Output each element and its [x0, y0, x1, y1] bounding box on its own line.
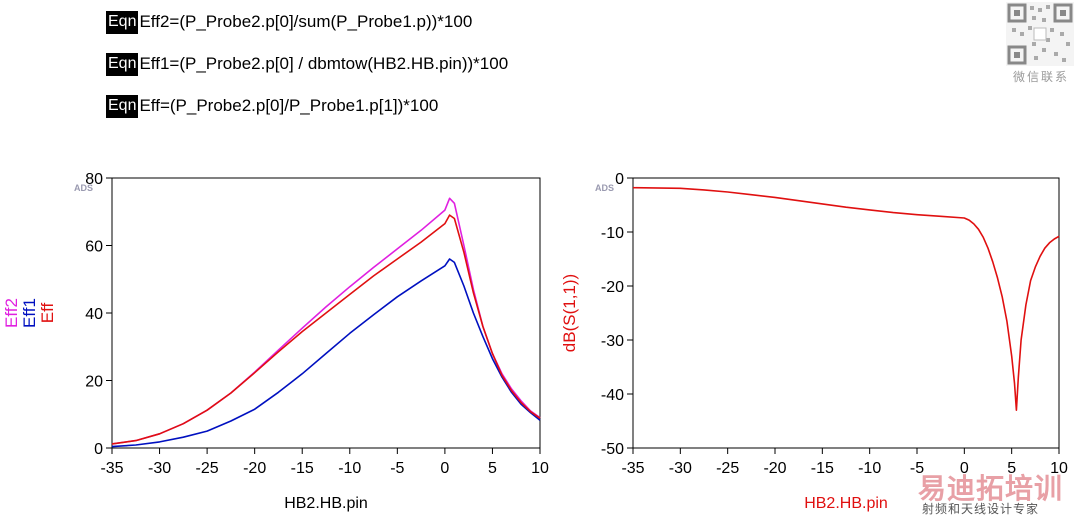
equation-text[interactable]: Eff=(P_Probe2.p[0]/P_Probe1.p[1])*100 — [139, 96, 439, 115]
x-tick-label: -10 — [858, 460, 881, 477]
x-tick-label: -35 — [621, 460, 644, 477]
x-tick-label: -5 — [910, 460, 924, 477]
y-tick-label: -30 — [601, 333, 624, 350]
x-tick-label: -20 — [763, 460, 786, 477]
x-tick-label: -15 — [811, 460, 834, 477]
x-tick-label: -25 — [196, 460, 219, 477]
qr-code-icon — [1006, 2, 1074, 66]
y-tick-label: 0 — [615, 171, 624, 188]
equation-row-eff: Eqn Eff=(P_Probe2.p[0]/P_Probe1.p[1])*10… — [106, 94, 438, 118]
y-tick-label: 40 — [85, 306, 103, 323]
x-tick-label: 10 — [531, 460, 549, 477]
y-tick-label: -50 — [601, 441, 624, 458]
x-tick-label: -10 — [338, 460, 361, 477]
y-tick-label: 80 — [85, 171, 103, 188]
y-tick-label: -20 — [601, 279, 624, 296]
y-tick-label: -10 — [601, 225, 624, 242]
series-line-eff1 — [111, 258, 541, 448]
y-tick-label: 20 — [85, 374, 103, 391]
y-tick-label: -40 — [601, 387, 624, 404]
legend-label-eff2: Eff2 — [2, 298, 21, 328]
y-tick-label: 0 — [94, 441, 103, 458]
ads-label: ADS — [595, 183, 614, 193]
equation-row-eff1: Eqn Eff1=(P_Probe2.p[0] / dbmtow(HB2.HB.… — [106, 52, 508, 76]
x-tick-label: -30 — [148, 460, 171, 477]
eqn-tag[interactable]: Eqn — [106, 52, 139, 76]
eqn-tag[interactable]: Eqn — [106, 94, 139, 118]
x-tick-label: -20 — [243, 460, 266, 477]
series-line-trace — [632, 186, 1060, 411]
x-axis-label: HB2.HB.pin — [804, 495, 888, 512]
x-tick-label: -25 — [716, 460, 739, 477]
y-axis-label: dB(S(1,1)) — [560, 274, 579, 352]
x-tick-label: 5 — [1007, 460, 1016, 477]
x-tick-label: 10 — [1050, 460, 1068, 477]
qr-caption: 微信联系 — [1012, 70, 1069, 84]
equation-text[interactable]: Eff1=(P_Probe2.p[0] / dbmtow(HB2.HB.pin)… — [139, 54, 509, 73]
x-tick-label: -30 — [669, 460, 692, 477]
x-tick-label: 5 — [488, 460, 497, 477]
s11-chart: ADS-35 -30 -25 -20 -15 -10 -5 0 5 100-10-20-30-40… — [560, 171, 1068, 512]
y-tick-label: 60 — [85, 239, 103, 256]
plot-frame — [632, 177, 1060, 449]
eqn-tag[interactable]: Eqn — [106, 10, 139, 34]
equation-row-eff2: Eqn Eff2=(P_Probe2.p[0]/sum(P_Probe1.p))… — [106, 10, 472, 34]
watermark-logo: 易迪拓培训 — [918, 473, 1064, 504]
x-axis-label: HB2.HB.pin — [284, 495, 368, 512]
efficiency-chart: ADS -35 -30 -25 -20 -15 -10 -5 0 5 10 0 20 40 60 80 HB2.… — [2, 171, 549, 512]
watermark-subtitle: 射频和天线设计专家 — [922, 502, 1040, 516]
ads-label: ADS — [74, 183, 93, 193]
x-tick-label: 0 — [440, 460, 449, 477]
series-line-eff — [111, 214, 541, 445]
equation-text[interactable]: Eff2=(P_Probe2.p[0]/sum(P_Probe1.p))*100 — [139, 12, 473, 31]
legend-label-eff: Eff — [38, 302, 57, 323]
legend-label-eff1: Eff1 — [20, 298, 39, 328]
x-tick-label: -5 — [390, 460, 404, 477]
x-tick-label: 0 — [960, 460, 969, 477]
x-tick-label: -35 — [100, 460, 123, 477]
x-tick-label: -15 — [291, 460, 314, 477]
